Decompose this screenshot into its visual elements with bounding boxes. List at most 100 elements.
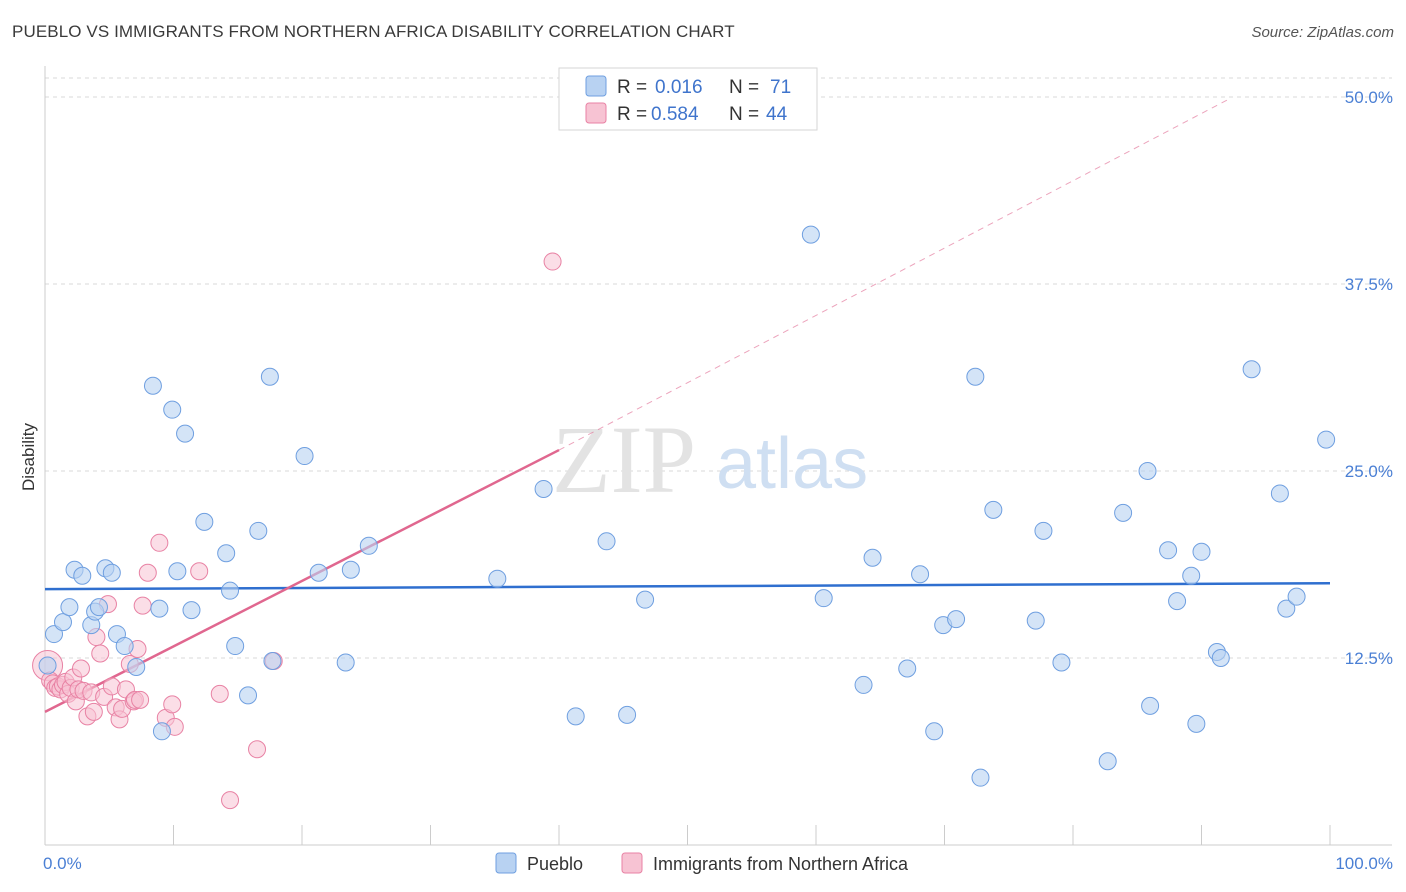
point-pueblo-7 — [89, 598, 108, 617]
legend-r-label-2: R = — [617, 104, 647, 125]
point-pueblo-9 — [102, 563, 121, 582]
legend-n-label-2: N = — [729, 104, 759, 125]
point-pueblo-51 — [1026, 611, 1045, 630]
point-pueblo-53 — [1052, 653, 1071, 672]
point-pueblo-52 — [1034, 521, 1053, 540]
point-immigrants-38 — [190, 562, 209, 581]
point-pueblo-4 — [73, 566, 92, 585]
trend-line-immigrants-extension — [558, 99, 1228, 451]
point-pueblo-35 — [566, 707, 585, 726]
axes — [44, 66, 1392, 846]
point-pueblo-31 — [341, 560, 360, 579]
point-pueblo-22 — [221, 581, 240, 600]
point-immigrants-31 — [131, 690, 150, 709]
watermark: ZIP atlas — [552, 406, 868, 513]
point-pueblo-45 — [925, 722, 944, 741]
point-pueblo-12 — [127, 657, 146, 676]
x-tick-label-1: 100.0% — [1335, 854, 1393, 873]
point-immigrants-19 — [91, 644, 110, 663]
point-pueblo-65 — [1242, 360, 1261, 379]
point-pueblo-40 — [814, 589, 833, 608]
point-pueblo-59 — [1168, 592, 1187, 611]
point-pueblo-57 — [1141, 696, 1160, 715]
point-pueblo-14 — [150, 599, 169, 618]
bottom-legend: Pueblo Immigrants from Northern Africa — [495, 852, 909, 874]
point-pueblo-70 — [38, 656, 57, 675]
point-immigrants-34 — [150, 533, 169, 552]
point-pueblo-15 — [152, 722, 171, 741]
point-pueblo-62 — [1192, 542, 1211, 561]
point-pueblo-60 — [1182, 566, 1201, 585]
legend-n-value-2: 44 — [766, 104, 788, 125]
tick-labels: 12.5% 25.0% 37.5% 50.0% 0.0% 100.0% — [43, 88, 1393, 873]
data-points — [32, 225, 1336, 810]
point-pueblo-0 — [44, 625, 63, 644]
point-immigrants-13 — [71, 659, 90, 678]
point-pueblo-64 — [1211, 649, 1230, 667]
point-pueblo-47 — [947, 610, 966, 629]
point-pueblo-26 — [260, 367, 279, 386]
point-pueblo-21 — [217, 544, 236, 563]
point-pueblo-39 — [801, 225, 820, 244]
point-pueblo-24 — [239, 686, 258, 705]
point-pueblo-66 — [1270, 484, 1289, 503]
point-immigrants-41 — [248, 740, 267, 759]
point-pueblo-43 — [898, 659, 917, 678]
point-immigrants-43 — [543, 252, 562, 271]
point-pueblo-50 — [984, 500, 1003, 519]
trend-line-pueblo — [44, 581, 1331, 591]
watermark-zip: ZIP — [552, 406, 696, 513]
point-pueblo-27 — [263, 651, 282, 670]
point-pueblo-68 — [1287, 587, 1306, 606]
watermark-atlas: atlas — [716, 424, 868, 504]
point-pueblo-28 — [295, 447, 314, 466]
point-immigrants-32 — [133, 596, 152, 615]
bottom-legend-label-immigrants: Immigrants from Northern Africa — [653, 854, 909, 874]
point-pueblo-29 — [309, 563, 328, 582]
point-immigrants-17 — [84, 702, 103, 721]
point-pueblo-36 — [597, 532, 616, 551]
point-pueblo-18 — [176, 424, 195, 443]
point-pueblo-67 — [1277, 599, 1296, 618]
point-pueblo-30 — [336, 653, 355, 672]
point-pueblo-1 — [53, 613, 72, 632]
point-pueblo-16 — [163, 400, 182, 419]
point-pueblo-20 — [195, 512, 214, 531]
trend-line-immigrants — [44, 448, 560, 713]
legend-r-value-2: 0.584 — [651, 104, 699, 125]
point-pueblo-32 — [359, 536, 378, 555]
point-pueblo-33 — [488, 569, 507, 588]
point-pueblo-49 — [971, 768, 990, 787]
point-pueblo-2 — [60, 598, 79, 617]
point-pueblo-61 — [1187, 714, 1206, 733]
legend-swatch-immigrants — [585, 102, 607, 124]
bottom-legend-swatch-pueblo — [495, 852, 517, 874]
point-immigrants-36 — [163, 695, 182, 714]
point-pueblo-11 — [115, 637, 134, 656]
point-immigrants-33 — [138, 563, 157, 582]
point-pueblo-42 — [863, 548, 882, 567]
point-pueblo-54 — [1098, 752, 1117, 771]
y-tick-label-0: 12.5% — [1345, 649, 1393, 668]
point-pueblo-56 — [1138, 462, 1157, 480]
point-immigrants-39 — [210, 684, 229, 703]
legend-r-label-1: R = — [617, 77, 647, 98]
x-tick-label-0: 0.0% — [43, 854, 82, 873]
point-pueblo-25 — [249, 521, 268, 540]
bottom-legend-swatch-immigrants — [621, 852, 643, 874]
point-pueblo-48 — [966, 367, 985, 386]
legend-n-label-1: N = — [729, 77, 759, 98]
point-pueblo-44 — [911, 565, 930, 584]
point-pueblo-34 — [534, 479, 553, 498]
y-tick-label-2: 37.5% — [1345, 275, 1393, 294]
point-pueblo-55 — [1114, 503, 1133, 522]
point-pueblo-41 — [854, 675, 873, 694]
legend-swatch-pueblo — [585, 75, 607, 97]
point-pueblo-19 — [182, 601, 201, 620]
chart-title: PUEBLO VS IMMIGRANTS FROM NORTHERN AFRIC… — [12, 22, 735, 41]
y-axis-label: Disability — [19, 422, 38, 491]
point-immigrants-40 — [221, 791, 240, 810]
point-pueblo-13 — [143, 376, 162, 395]
legend-r-value-1: 0.016 — [655, 77, 703, 98]
